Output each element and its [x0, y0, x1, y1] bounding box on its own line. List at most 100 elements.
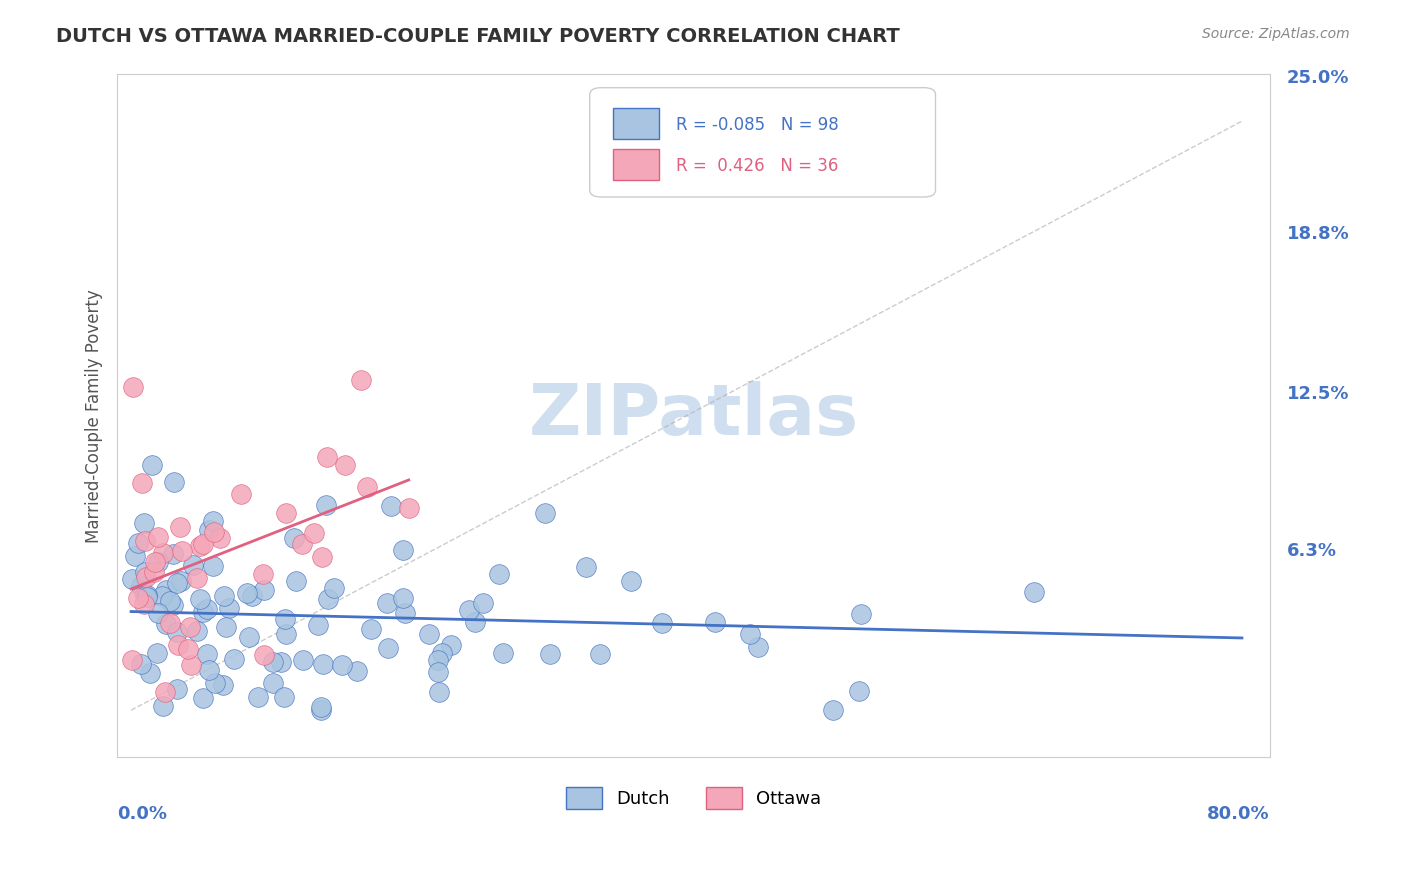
Point	[215, 620, 238, 634]
Point	[155, 582, 177, 597]
Point	[146, 530, 169, 544]
Text: ZIPatlas: ZIPatlas	[529, 381, 859, 450]
Point	[197, 663, 219, 677]
Point	[132, 597, 155, 611]
Point	[430, 646, 453, 660]
Point	[191, 691, 214, 706]
Point	[170, 574, 193, 589]
Point	[849, 607, 872, 621]
Text: R = -0.085   N = 98: R = -0.085 N = 98	[676, 116, 839, 135]
Point	[183, 558, 205, 573]
Point	[209, 531, 232, 545]
Point	[394, 606, 416, 620]
Text: 0.0%: 0.0%	[117, 805, 167, 823]
Point	[186, 570, 208, 584]
Point	[350, 373, 373, 387]
Point	[212, 589, 235, 603]
Point	[198, 523, 221, 537]
Point	[398, 501, 420, 516]
Point	[392, 591, 415, 605]
Point	[152, 546, 174, 560]
Point	[346, 664, 368, 678]
Text: 18.8%: 18.8%	[1286, 226, 1350, 244]
Point	[375, 596, 398, 610]
Legend: Dutch, Ottawa: Dutch, Ottawa	[558, 780, 828, 817]
Text: Source: ZipAtlas.com: Source: ZipAtlas.com	[1202, 27, 1350, 41]
Text: R =  0.426   N = 36: R = 0.426 N = 36	[676, 157, 838, 175]
Point	[311, 550, 333, 565]
Point	[418, 626, 440, 640]
Point	[201, 559, 224, 574]
Point	[380, 500, 402, 514]
Point	[740, 627, 762, 641]
Point	[150, 589, 173, 603]
Point	[124, 549, 146, 563]
Point	[464, 615, 486, 630]
Point	[166, 624, 188, 639]
Point	[121, 653, 143, 667]
Point	[134, 533, 156, 548]
Point	[848, 684, 870, 698]
Point	[167, 639, 190, 653]
Point	[141, 458, 163, 473]
Point	[307, 618, 329, 632]
Point	[651, 615, 673, 630]
Point	[620, 574, 643, 589]
Point	[356, 480, 378, 494]
Point	[262, 656, 284, 670]
Point	[236, 586, 259, 600]
Text: 12.5%: 12.5%	[1286, 384, 1350, 403]
Point	[315, 498, 337, 512]
Point	[136, 588, 159, 602]
Y-axis label: Married-Couple Family Poverty: Married-Couple Family Poverty	[86, 289, 103, 542]
Point	[186, 624, 208, 638]
Point	[143, 566, 166, 580]
Point	[136, 590, 159, 604]
Point	[218, 600, 240, 615]
Point	[229, 486, 252, 500]
Point	[472, 597, 495, 611]
Point	[283, 531, 305, 545]
Point	[492, 646, 515, 660]
Point	[188, 591, 211, 606]
Point	[332, 657, 354, 672]
Point	[162, 599, 184, 613]
Text: 80.0%: 80.0%	[1208, 805, 1270, 823]
Point	[195, 647, 218, 661]
Point	[155, 616, 177, 631]
Point	[534, 506, 557, 520]
Point	[127, 591, 149, 606]
Point	[132, 516, 155, 531]
Point	[159, 616, 181, 631]
Point	[538, 647, 561, 661]
Point	[360, 622, 382, 636]
Point	[163, 475, 186, 490]
Point	[162, 547, 184, 561]
Point	[170, 544, 193, 558]
Point	[166, 576, 188, 591]
Point	[135, 569, 157, 583]
Point	[191, 605, 214, 619]
FancyBboxPatch shape	[613, 149, 659, 180]
Point	[427, 653, 450, 667]
Point	[392, 543, 415, 558]
Point	[131, 475, 153, 490]
Point	[195, 601, 218, 615]
Point	[291, 653, 314, 667]
Point	[457, 602, 479, 616]
Point	[134, 565, 156, 579]
Point	[143, 555, 166, 569]
Point	[270, 655, 292, 669]
Point	[274, 506, 297, 520]
Point	[121, 380, 143, 394]
Point	[274, 612, 297, 626]
Point	[253, 582, 276, 597]
Point	[246, 690, 269, 705]
Point	[316, 450, 339, 464]
Point	[1022, 585, 1045, 599]
Point	[823, 703, 845, 717]
Point	[427, 665, 450, 679]
Point	[488, 566, 510, 581]
Point	[152, 698, 174, 713]
Point	[302, 526, 325, 541]
